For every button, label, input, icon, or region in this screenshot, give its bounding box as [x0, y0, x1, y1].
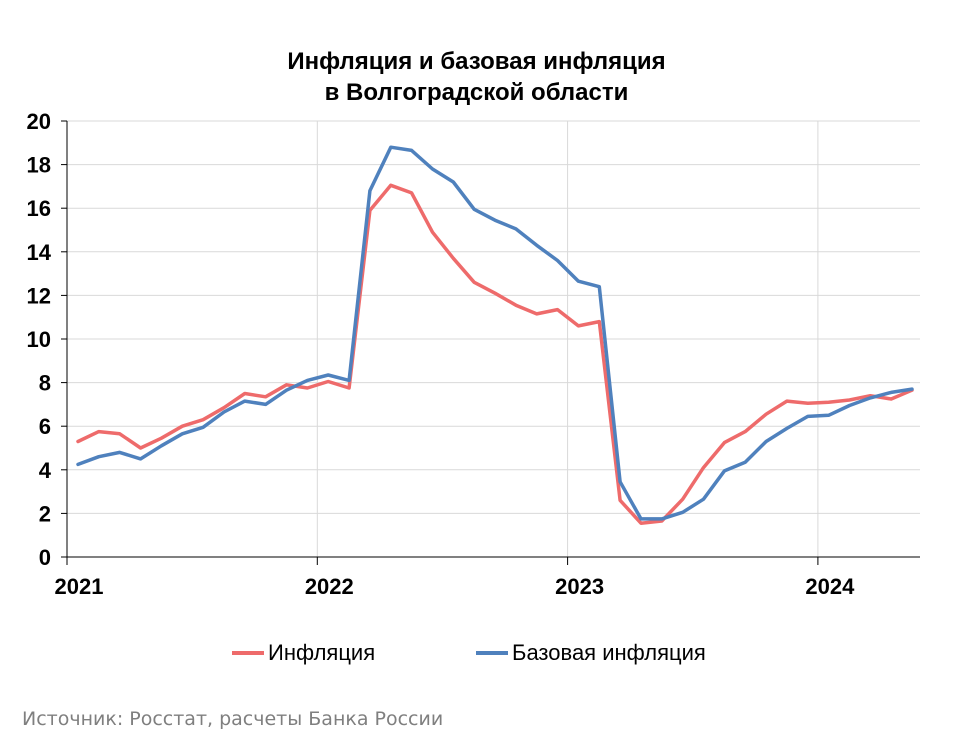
series-lines	[76, 145, 914, 525]
chart-title-line-2: в Волгоградской области	[324, 79, 629, 106]
y-tick-label: 0	[39, 545, 51, 570]
y-tick-label: 12	[27, 283, 51, 308]
series-line-core	[76, 145, 914, 521]
x-axis-labels: 2021 2022 2023 2024	[55, 574, 856, 599]
source-note: Источник: Росстат, расчеты Банка России	[22, 708, 444, 730]
y-tick-label: 4	[39, 458, 52, 483]
legend-swatch-core	[476, 651, 508, 655]
legend-item-inflation: Инфляция	[232, 640, 375, 666]
y-tick-label: 2	[39, 501, 51, 526]
legend-item-core: Базовая инфляция	[476, 640, 706, 666]
y-axis-labels: 0 2 4 6 8 10 12 14 16 18 20	[27, 109, 52, 570]
x-tick-label: 2023	[555, 574, 604, 599]
chart-title-line-1: Инфляция и базовая инфляция	[287, 48, 666, 75]
axes	[61, 120, 920, 565]
y-tick-label: 14	[27, 240, 52, 265]
x-tick-label: 2021	[55, 574, 104, 599]
grid-lines	[67, 120, 920, 557]
x-tick-label: 2024	[805, 574, 855, 599]
series-line-inflation	[76, 183, 914, 525]
y-tick-label: 18	[27, 153, 51, 178]
y-tick-label: 20	[27, 109, 51, 134]
y-tick-label: 16	[27, 196, 51, 221]
legend-label-inflation: Инфляция	[268, 640, 376, 665]
y-tick-label: 10	[27, 327, 51, 352]
y-tick-label: 8	[39, 371, 51, 396]
legend-label-core: Базовая инфляция	[512, 640, 706, 665]
x-tick-label: 2022	[305, 574, 354, 599]
y-tick-label: 6	[39, 414, 51, 439]
legend-swatch-inflation	[232, 651, 264, 655]
